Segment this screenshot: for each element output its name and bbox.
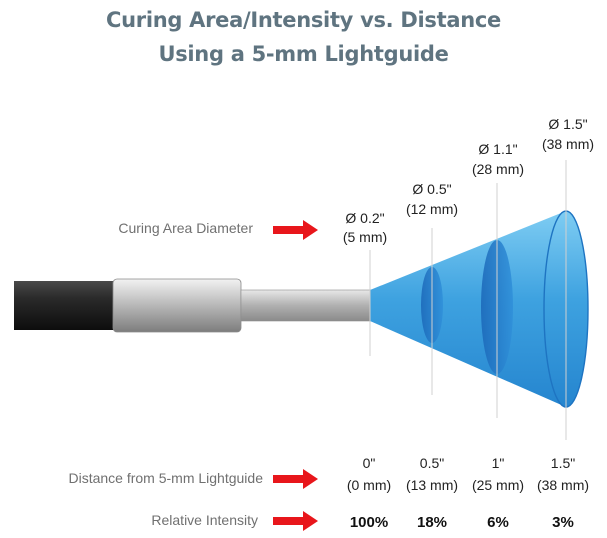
diameter-2-mm: (28 mm)	[472, 161, 524, 177]
distance-1-mm: (13 mm)	[406, 477, 458, 493]
intensity-1: 18%	[417, 514, 447, 531]
intensity-3: 3%	[552, 514, 574, 531]
title-line-1: Curing Area/Intensity vs. Distance	[106, 8, 501, 32]
arrow-intensity	[273, 511, 318, 531]
cable	[14, 281, 122, 330]
diameter-0-inch: Ø 0.2"	[345, 210, 384, 226]
arrow-distance	[273, 469, 318, 489]
label-curing-area-diameter: Curing Area Diameter	[118, 220, 253, 236]
distance-3-mm: (38 mm)	[537, 477, 589, 493]
distance-2-mm: (25 mm)	[472, 477, 524, 493]
distance-3-inch: 1.5"	[551, 455, 575, 471]
distance-0-mm: (0 mm)	[347, 477, 391, 493]
metal-sleeve	[112, 278, 242, 333]
diameter-1-inch: Ø 0.5"	[412, 181, 451, 197]
diameter-3-inch: Ø 1.5"	[548, 116, 587, 132]
light-cone	[370, 211, 588, 407]
distance-0-inch: 0"	[363, 455, 376, 471]
lightguide-tip	[240, 289, 372, 322]
diameter-1-mm: (12 mm)	[406, 201, 458, 217]
diameter-0-mm: (5 mm)	[343, 229, 387, 245]
diameter-3-mm: (38 mm)	[542, 136, 594, 152]
arrow-diameter	[273, 220, 318, 240]
label-relative-intensity: Relative Intensity	[151, 512, 258, 528]
distance-2-inch: 1"	[492, 455, 505, 471]
label-distance: Distance from 5-mm Lightguide	[68, 470, 263, 486]
diameter-2-inch: Ø 1.1"	[478, 141, 517, 157]
intensity-0: 100%	[350, 514, 388, 531]
distance-1-inch: 0.5"	[420, 455, 444, 471]
title-line-2: Using a 5-mm Lightguide	[158, 42, 449, 66]
intensity-2: 6%	[487, 514, 509, 531]
